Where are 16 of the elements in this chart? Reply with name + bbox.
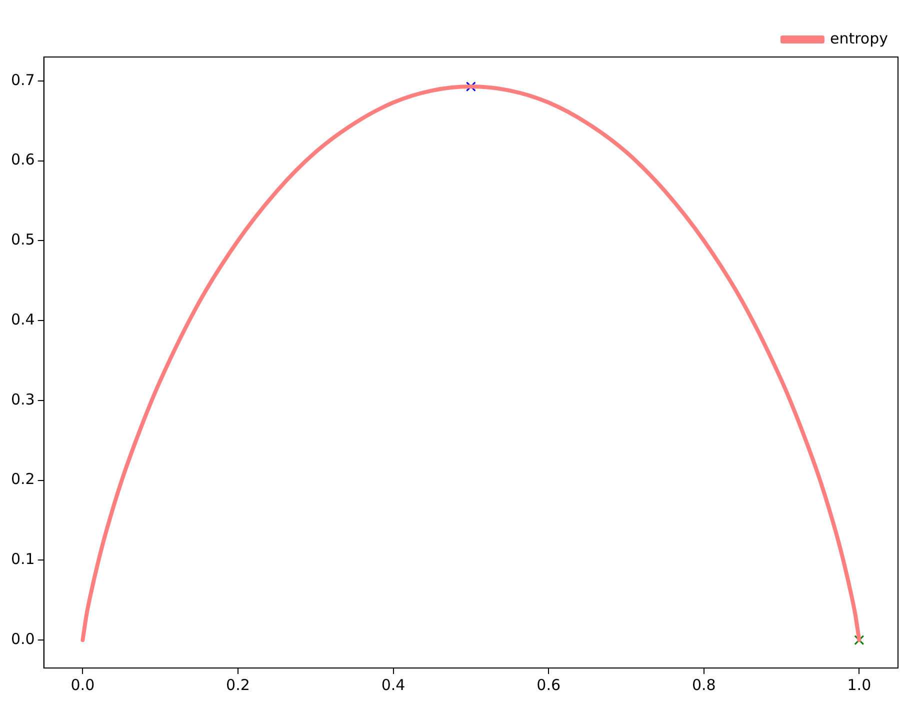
- x-tick-label: 0.4: [381, 676, 406, 694]
- y-tick-label: 0.7: [10, 70, 35, 89]
- y-tick-label: 0.0: [10, 630, 35, 648]
- x-tick-label: 0.6: [536, 676, 561, 694]
- y-tick-label: 0.6: [10, 150, 35, 169]
- x-tick-label: 1.0: [847, 676, 872, 694]
- y-tick-label: 0.4: [10, 310, 35, 328]
- x-tick-label: 0.0: [70, 676, 95, 694]
- y-tick-label: 0.3: [10, 390, 35, 408]
- legend-label: entropy: [830, 29, 888, 48]
- y-tick-label: 0.1: [10, 550, 35, 568]
- y-tick-label: 0.2: [10, 470, 35, 488]
- y-tick-label: 0.5: [10, 230, 35, 249]
- x-tick-label: 0.8: [692, 676, 716, 694]
- line-series: [80, 84, 862, 642]
- x-tick-label: 0.2: [226, 676, 250, 694]
